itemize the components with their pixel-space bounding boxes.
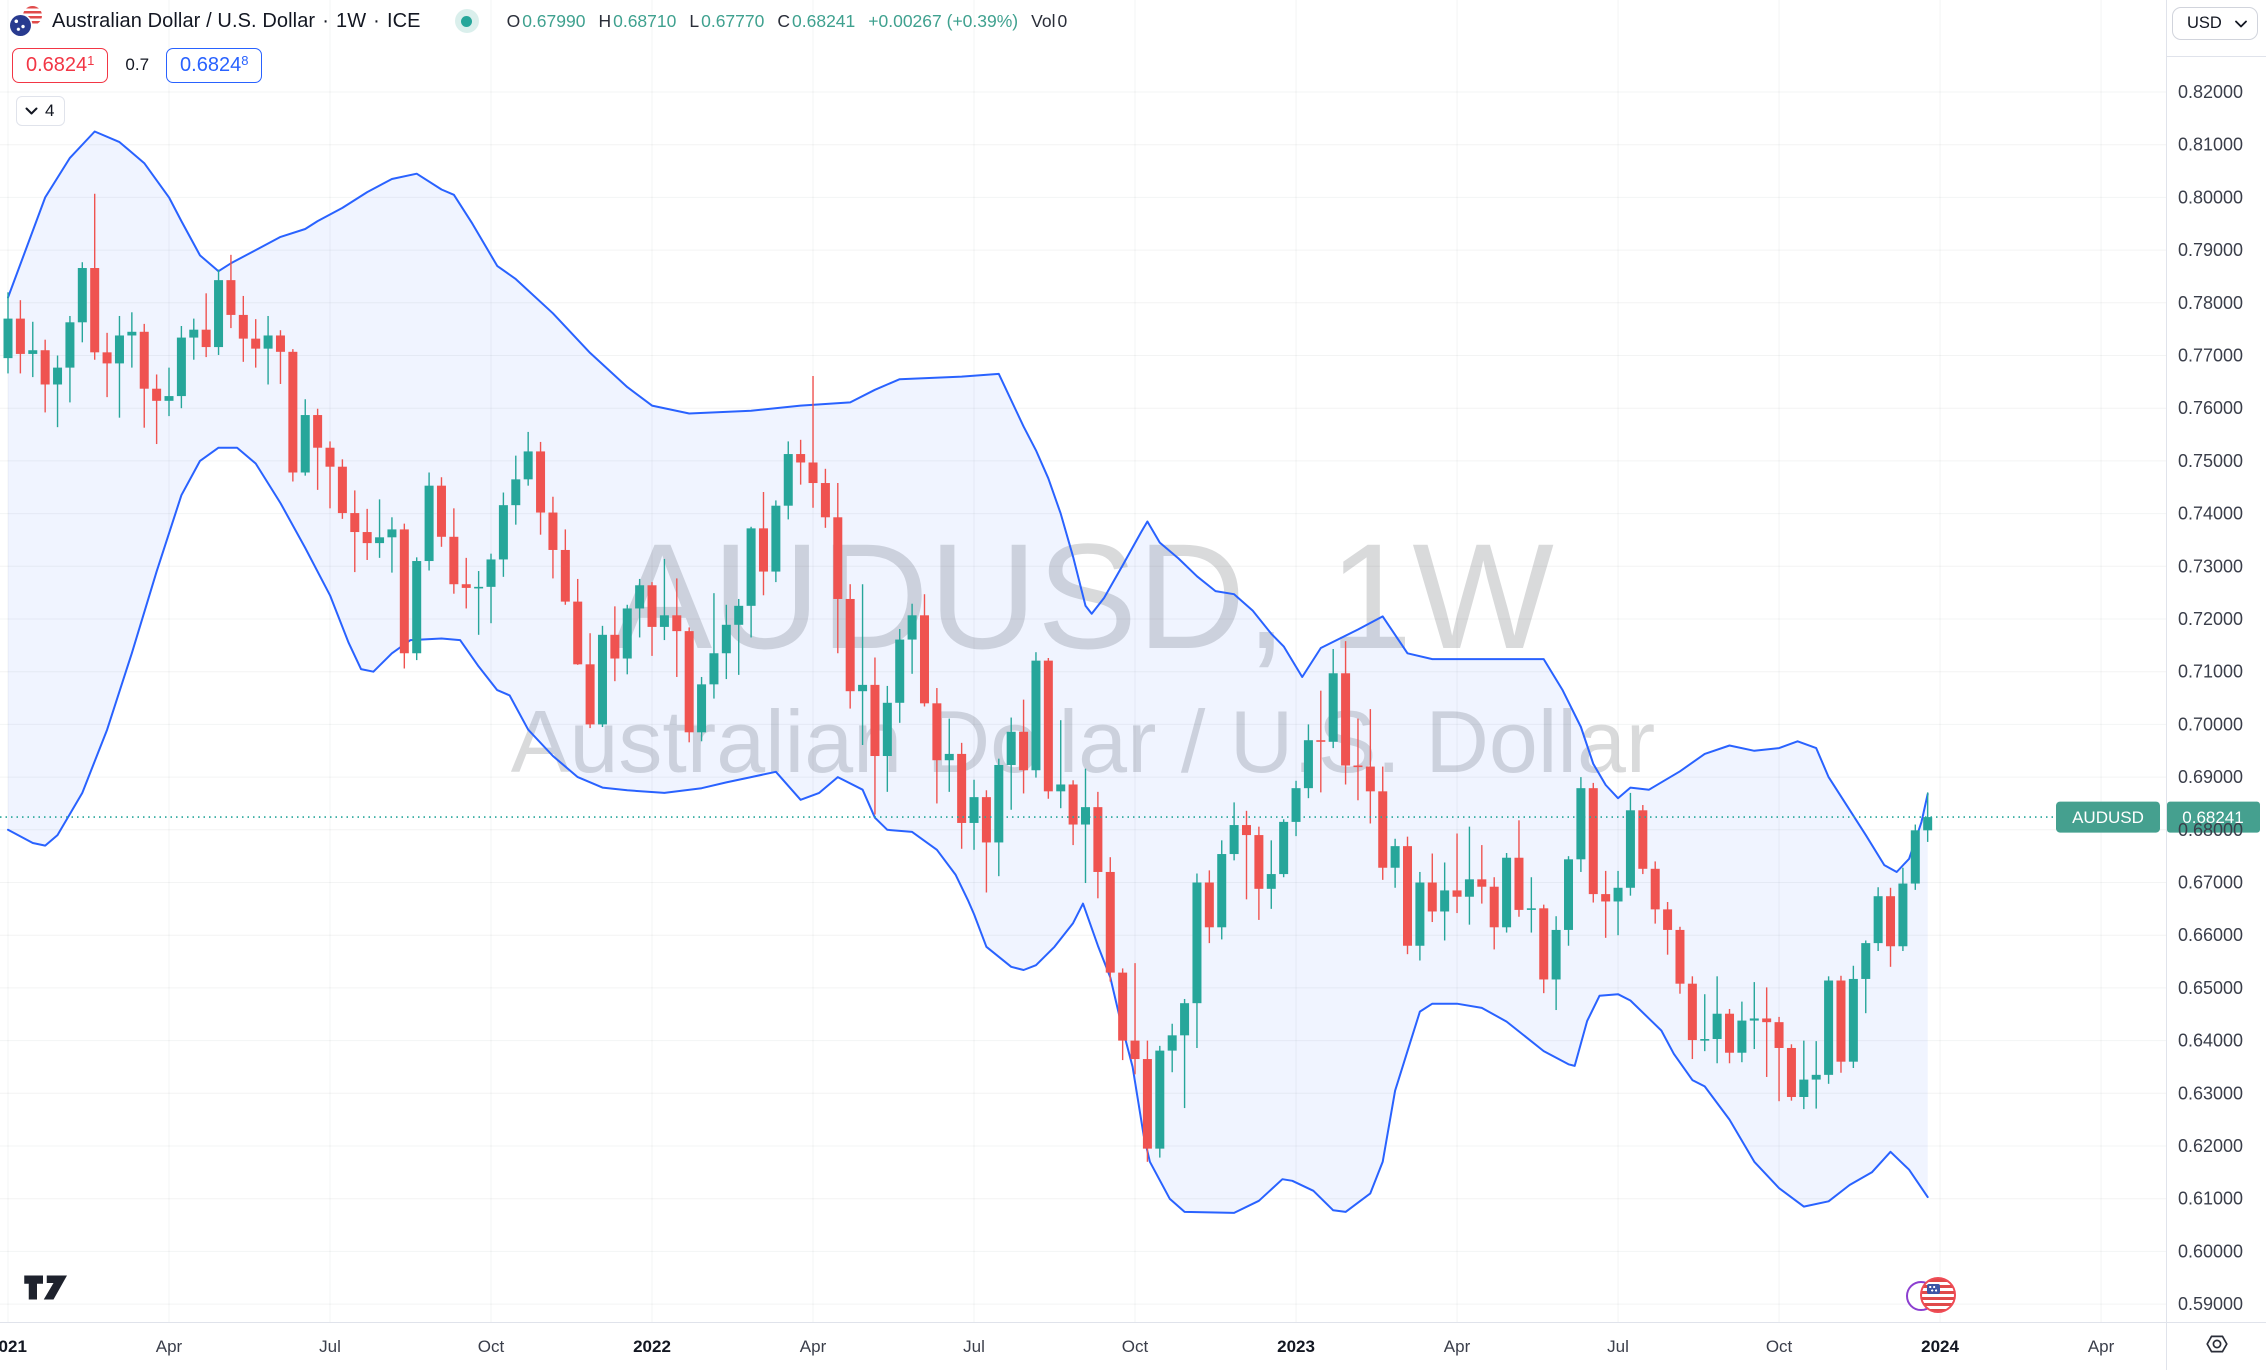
time-tick: Apr — [1444, 1337, 1471, 1356]
time-tick: 2024 — [1921, 1337, 1959, 1356]
us-flag-bubble — [1920, 1277, 1956, 1313]
open-label: O — [506, 10, 521, 31]
price-tick: 0.78000 — [2178, 293, 2243, 313]
currency-toggle-button[interactable]: USD — [2172, 7, 2258, 40]
chevron-down-icon — [2235, 20, 2247, 27]
change-value: +0.00267 (+0.39%) — [868, 10, 1019, 31]
price-tick: 0.65000 — [2178, 978, 2243, 998]
time-tick: Oct — [478, 1337, 505, 1356]
current-price-badge — [2167, 801, 2260, 833]
time-tick: Oct — [1766, 1337, 1793, 1356]
chevron-down-icon — [25, 107, 38, 114]
time-tick: Apr — [800, 1337, 827, 1356]
market-status-icon[interactable] — [454, 9, 479, 33]
high-value: 0.68710 — [613, 10, 677, 31]
price-tick: 0.64000 — [2178, 1031, 2243, 1051]
price-tick: 0.59000 — [2178, 1294, 2243, 1314]
buy-ask-button[interactable]: 0.6824 8 — [166, 47, 263, 83]
low-value: 0.67770 — [701, 10, 765, 31]
time-tick: 2021 — [0, 1337, 27, 1356]
open-value: 0.67990 — [522, 10, 586, 31]
current-price-line: AUDUSD 0.68241 — [0, 801, 2260, 833]
bid-ask-row: 0.6824 1 0.7 0.6824 8 — [12, 47, 263, 83]
time-tick: Oct — [1122, 1337, 1149, 1356]
price-tick: 0.76000 — [2178, 398, 2243, 418]
time-tick: 2022 — [633, 1337, 671, 1356]
price-tick: 0.82000 — [2178, 82, 2243, 102]
svg-text:AUDUSD: AUDUSD — [2072, 808, 2144, 827]
price-tick: 0.66000 — [2178, 925, 2243, 945]
price-tick: 0.75000 — [2178, 451, 2243, 471]
price-tick: 0.81000 — [2178, 135, 2243, 155]
volume-label: Vol — [1031, 10, 1056, 31]
price-tick: 0.74000 — [2178, 504, 2243, 524]
spread-value: 0.7 — [125, 55, 150, 74]
pair-flag-icon — [10, 6, 42, 36]
close-label: C — [777, 10, 791, 31]
price-tick: 0.70000 — [2178, 714, 2243, 734]
time-tick: Apr — [2088, 1337, 2115, 1356]
price-tick: 0.62000 — [2178, 1136, 2243, 1156]
indicators-collapse-chip[interactable]: 4 — [16, 96, 66, 126]
sell-bid-button[interactable]: 0.6824 1 — [12, 47, 109, 83]
price-tick: 0.67000 — [2178, 873, 2243, 893]
close-value: 0.68241 — [792, 10, 856, 31]
svg-text:0.68241: 0.68241 — [2182, 808, 2243, 827]
currency-label: USD — [2187, 14, 2222, 32]
price-tick: 0.71000 — [2178, 662, 2243, 682]
gear-icon[interactable] — [2202, 1329, 2232, 1359]
low-label: L — [689, 10, 700, 31]
price-tick: 0.72000 — [2178, 609, 2243, 629]
price-tick: 0.60000 — [2178, 1241, 2243, 1261]
volume-value: 0 — [1057, 10, 1068, 31]
price-tick: 0.69000 — [2178, 767, 2243, 787]
price-tick: 0.61000 — [2178, 1189, 2243, 1209]
time-tick: Jul — [1607, 1337, 1629, 1356]
price-tick: 0.77000 — [2178, 346, 2243, 366]
ohlc-readout: O 0.67990 H 0.68710 L 0.67770 C 0.68241 +0.0… — [507, 11, 1083, 32]
price-tick: 0.79000 — [2178, 240, 2243, 260]
time-tick: Jul — [963, 1337, 985, 1356]
grid-layer — [0, 0, 2166, 1322]
symbol-legend: Australian Dollar / U.S. Dollar · 1W · ICE O… — [10, 4, 1082, 38]
time-tick: 2023 — [1277, 1337, 1315, 1356]
price-line-symbol-badge — [2056, 801, 2160, 833]
candles-layer — [3, 193, 1933, 1162]
indicators-count: 4 — [45, 101, 55, 120]
price-tick: 0.63000 — [2178, 1083, 2243, 1103]
time-tick: Jul — [319, 1337, 341, 1356]
price-tick: 0.68000 — [2178, 820, 2243, 840]
symbol-title[interactable]: Australian Dollar / U.S. Dollar · 1W · ICE — [52, 9, 421, 32]
price-tick: 0.73000 — [2178, 556, 2243, 576]
time-tick: Apr — [156, 1337, 183, 1356]
high-label: H — [598, 10, 612, 31]
tradingview-logo[interactable] — [24, 1274, 68, 1304]
flagged-symbol-bubbles[interactable] — [1906, 1277, 1976, 1321]
price-tick: 0.80000 — [2178, 187, 2243, 207]
au-flag-icon — [10, 15, 31, 36]
volatility-band — [7, 130, 1929, 1214]
